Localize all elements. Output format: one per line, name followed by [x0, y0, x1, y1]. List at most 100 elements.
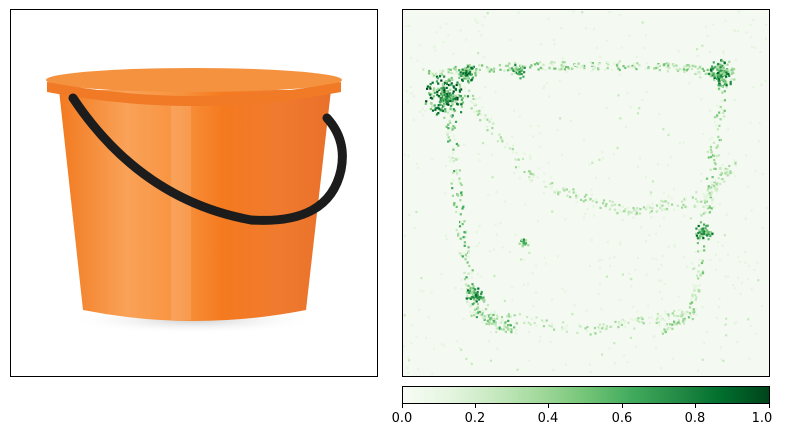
heatmap-cell: [488, 120, 491, 123]
heatmap-cell: [447, 103, 450, 106]
heatmap-cell: [721, 244, 724, 247]
heatmap-cell: [517, 158, 520, 161]
heatmap-cell: [675, 64, 678, 67]
heatmap-cell: [649, 193, 652, 197]
heatmap-cell: [527, 331, 530, 334]
heatmap-cell: [684, 198, 688, 201]
heatmap-cell: [461, 78, 464, 81]
heatmap-cell: [703, 245, 706, 248]
heatmap-cell: [663, 283, 666, 286]
heatmap-cell: [757, 279, 760, 282]
heatmap-cell: [734, 174, 737, 178]
heatmap-cell: [455, 169, 458, 172]
heatmap-cell: [419, 110, 422, 113]
heatmap-cell: [511, 148, 514, 151]
heatmap-cell: [499, 222, 502, 225]
heatmap-cell: [604, 328, 607, 331]
heatmap-cell: [435, 88, 438, 92]
heatmap-cell: [415, 335, 418, 338]
heatmap-cell: [647, 204, 650, 207]
heatmap-cell: [507, 328, 510, 331]
heatmap-cell: [528, 359, 531, 362]
heatmap-cell: [467, 272, 470, 275]
heatmap-cell: [700, 249, 703, 252]
heatmap-cell: [711, 201, 714, 204]
heatmap-cell: [622, 65, 625, 68]
heatmap-cell: [617, 67, 620, 70]
heatmap-cell: [491, 126, 494, 130]
heatmap-cell: [447, 131, 450, 134]
heatmap-cell: [455, 142, 458, 146]
heatmap-cell: [575, 196, 578, 199]
heatmap-cell: [501, 246, 504, 249]
heatmap-cell: [589, 333, 592, 336]
heatmap-cell: [764, 37, 767, 40]
heatmap-cell: [407, 154, 410, 157]
heatmap-cell: [700, 237, 704, 241]
colorbar-gradient: [403, 387, 769, 403]
heatmap-cell: [551, 322, 554, 325]
heatmap-cell: [491, 176, 494, 179]
heatmap-cell: [473, 300, 476, 303]
heatmap-cell: [578, 92, 581, 95]
heatmap-cell: [649, 191, 653, 194]
heatmap-cell: [665, 207, 669, 211]
heatmap-cell: [472, 97, 475, 101]
heatmap-cell: [597, 68, 600, 71]
heatmap-cell: [440, 94, 443, 97]
heatmap-cell: [543, 85, 546, 88]
heatmap-cell: [702, 225, 705, 228]
heatmap-cell: [462, 317, 465, 320]
heatmap-cell: [469, 297, 472, 300]
heatmap-cell: [451, 95, 454, 98]
heatmap-cell: [636, 112, 640, 115]
heatmap-cell: [697, 232, 700, 235]
heatmap-cell: [431, 81, 434, 84]
heatmap-cell: [460, 105, 463, 108]
heatmap-cell: [724, 74, 727, 77]
heatmap-cell: [455, 340, 458, 343]
heatmap-cell: [481, 299, 485, 302]
heatmap-cell: [617, 62, 620, 65]
heatmap-cell: [590, 193, 594, 196]
heatmap-cell: [662, 191, 666, 194]
heatmap-cell: [445, 165, 448, 168]
heatmap-cell: [757, 140, 761, 143]
heatmap-cell: [439, 96, 442, 100]
heatmap-cell: [530, 64, 533, 67]
heatmap-cell: [503, 200, 506, 203]
heatmap-cell: [452, 204, 455, 207]
heatmap-cell: [470, 66, 473, 69]
heatmap-cell: [441, 93, 445, 96]
heatmap-cell: [683, 311, 686, 314]
heatmap-cell: [445, 100, 448, 103]
colorbar-tick-label: 0.2: [464, 411, 486, 426]
heatmap-cell: [443, 90, 446, 94]
heatmap-cell: [450, 182, 453, 185]
heatmap-cell: [459, 182, 462, 185]
heatmap-cell: [467, 255, 470, 259]
heatmap-cell: [447, 71, 450, 74]
heatmap-cell: [477, 152, 480, 156]
heatmap-cell: [443, 88, 446, 91]
heatmap-cell: [662, 200, 665, 203]
heatmap-cell: [478, 159, 481, 162]
heatmap-cell: [725, 82, 728, 85]
heatmap-cell: [682, 314, 685, 317]
heatmap-cell: [669, 323, 672, 326]
heatmap-cell: [618, 60, 621, 63]
heatmap-cell: [698, 234, 701, 238]
heatmap-cell: [663, 328, 666, 331]
heatmap-cell: [468, 303, 471, 306]
bucket-handle: [68, 93, 347, 225]
heatmap-cell: [658, 69, 661, 72]
heatmap-cell: [466, 294, 469, 297]
heatmap-cell: [566, 324, 569, 327]
heatmap-cell: [650, 316, 653, 319]
saliency-heatmap: [403, 10, 769, 376]
heatmap-cell: [514, 61, 517, 65]
heatmap-cell: [483, 15, 486, 18]
heatmap-cell: [692, 312, 695, 315]
heatmap-cell: [422, 114, 425, 117]
heatmap-cell: [535, 291, 538, 294]
